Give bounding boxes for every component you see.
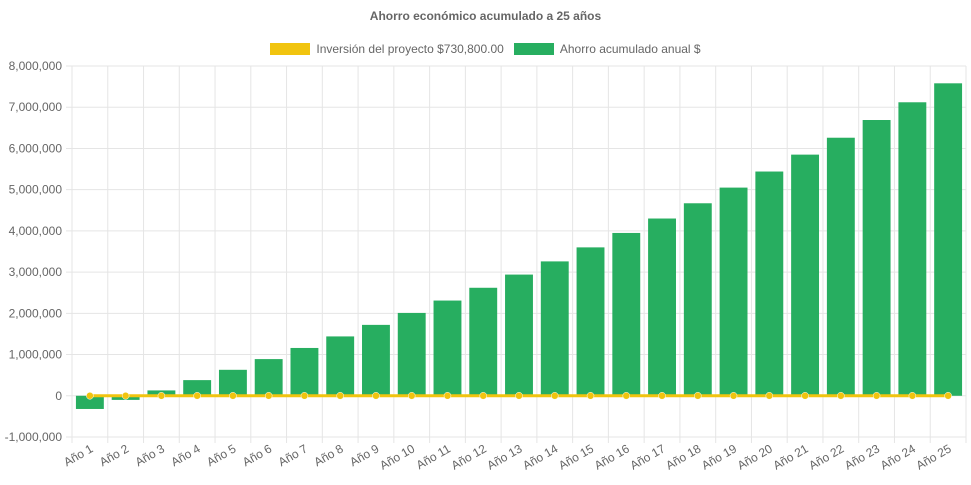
y-tick-label: 2,000,000: [9, 306, 63, 320]
investment-point-25: [944, 392, 952, 400]
chart-legend: Inversión del proyecto $730,800.00 Ahorr…: [0, 42, 971, 56]
y-tick-label: -1,000,000: [5, 430, 63, 444]
investment-point-5: [229, 392, 237, 400]
bar-16: [612, 232, 641, 396]
investment-point-9: [372, 392, 380, 400]
x-tick-label: Año 23: [842, 441, 882, 472]
x-tick-label: Año 3: [133, 441, 167, 469]
y-tick-label: 8,000,000: [9, 59, 63, 73]
x-tick-label: Año 14: [520, 441, 560, 472]
x-tick-label: Año 13: [485, 441, 525, 472]
legend-item-investment[interactable]: Inversión del proyecto $730,800.00: [270, 42, 504, 56]
bar-21: [791, 154, 820, 396]
bar-13: [505, 274, 533, 396]
investment-point-24: [908, 392, 917, 400]
investment-point-22: [837, 392, 845, 400]
investment-point-19: [729, 392, 738, 400]
x-tick-label: Año 20: [735, 441, 775, 472]
investment-point-17: [658, 392, 666, 400]
chart-title: Ahorro económico acumulado a 25 años: [369, 9, 602, 23]
x-tick-label: Año 7: [276, 441, 310, 469]
investment-point-20: [765, 392, 774, 400]
bar-25: [934, 83, 963, 396]
legend-label-savings: Ahorro acumulado anual $: [559, 42, 701, 56]
investment-point-4: [193, 392, 201, 400]
x-tick-label: Año 10: [377, 441, 417, 472]
investment-point-23: [872, 392, 881, 400]
investment-point-6: [264, 392, 273, 400]
investment-point-16: [622, 392, 631, 400]
investment-point-7: [300, 392, 309, 400]
x-tick-label: Año 25: [914, 441, 954, 472]
bar-12: [469, 287, 498, 396]
investment-point-14: [551, 392, 559, 400]
investment-point-13: [515, 392, 523, 400]
investment-point-15: [586, 392, 595, 400]
x-tick-label: Año 6: [240, 441, 274, 469]
bar-22: [826, 137, 855, 396]
x-tick-label: Año 11: [414, 441, 453, 472]
y-tick-label: 4,000,000: [9, 224, 63, 238]
x-tick-label: Año 8: [312, 441, 346, 469]
bar-7: [290, 347, 319, 396]
x-tick-label: Año 19: [699, 441, 739, 472]
x-tick-label: Año 2: [97, 441, 131, 469]
legend-swatch-savings: [513, 43, 554, 55]
bar-4: [183, 380, 212, 396]
bar-23: [862, 120, 891, 396]
legend-swatch-investment: [270, 43, 311, 55]
x-tick-label: Año 12: [449, 441, 489, 472]
investment-point-3: [157, 392, 166, 400]
y-tick-label: 1,000,000: [9, 348, 63, 362]
y-tick-label: 5,000,000: [9, 183, 63, 197]
x-tick-label: Año 5: [204, 441, 238, 469]
bar-6: [254, 359, 283, 396]
y-tick-label: 7,000,000: [9, 100, 63, 114]
y-tick-label: 3,000,000: [9, 265, 63, 279]
bar-24: [898, 102, 927, 396]
investment-point-12: [479, 392, 487, 400]
x-tick-label: Año 24: [878, 441, 918, 472]
bar-5: [218, 369, 247, 396]
investment-point-10: [407, 392, 416, 400]
investment-point-18: [694, 392, 702, 400]
y-tick-label: 6,000,000: [9, 141, 63, 155]
investment-point-8: [336, 392, 344, 400]
x-tick-label: Año 9: [347, 441, 381, 469]
y-tick-label: 0: [55, 389, 62, 403]
bar-17: [648, 218, 676, 396]
investment-point-11: [443, 392, 452, 400]
bar-19: [719, 187, 748, 396]
bar-1: [75, 395, 104, 409]
legend-item-savings[interactable]: Ahorro acumulado anual $: [513, 42, 701, 56]
bar-11: [433, 300, 462, 396]
bar-8: [326, 336, 355, 396]
investment-point-2: [121, 392, 130, 400]
bar-18: [683, 203, 712, 396]
bar-14: [540, 261, 569, 396]
x-tick-label: Año 4: [169, 441, 203, 469]
bar-9: [362, 324, 390, 396]
x-tick-label: Año 21: [771, 441, 811, 472]
legend-label-investment: Inversión del proyecto $730,800.00: [316, 42, 504, 56]
x-tick-label: Año 18: [663, 441, 703, 472]
x-tick-label: Año 1: [61, 441, 95, 469]
bar-15: [576, 247, 605, 396]
x-tick-label: Año 22: [806, 441, 846, 472]
investment-point-21: [801, 392, 809, 400]
investment-point-1: [86, 392, 94, 400]
x-tick-label: Año 16: [592, 441, 632, 472]
bar-10: [397, 312, 426, 396]
bar-20: [755, 171, 784, 396]
x-tick-label: Año 17: [628, 441, 668, 472]
x-tick-label: Año 15: [556, 441, 596, 472]
